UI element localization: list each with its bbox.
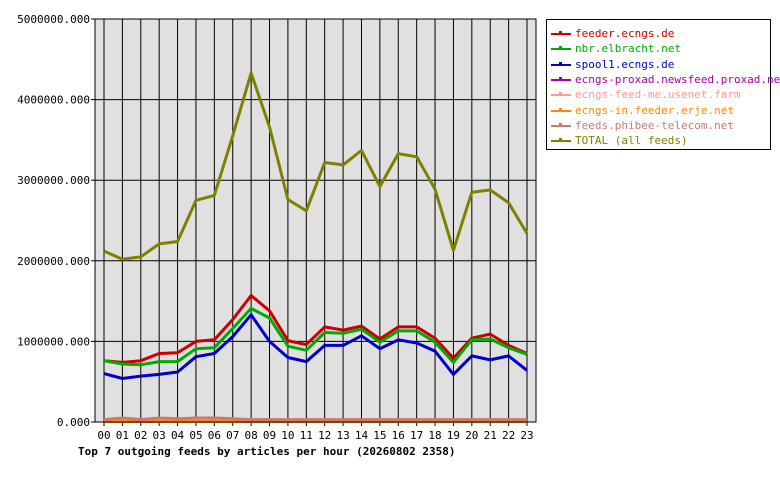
x-tick-label: 09 — [263, 429, 276, 442]
legend-swatch — [551, 31, 571, 35]
x-tick-label: 18 — [428, 429, 441, 442]
series-line-0 — [103, 294, 528, 364]
x-tick-label: 02 — [134, 429, 147, 442]
x-tick-label: 05 — [189, 429, 202, 442]
x-tick-label: 16 — [392, 429, 405, 442]
series-line-7 — [103, 71, 529, 261]
y-tick-labels: 0.000 1000000.000 2000000.000 3000000.000 40… — [17, 13, 90, 429]
legend-swatch — [551, 46, 571, 51]
y-tick-label: 5000000.000 — [17, 13, 90, 26]
y-tick-label: 1000000.000 — [17, 335, 90, 348]
legend-swatch — [551, 122, 571, 127]
legend-label: feeds.phibee-telecom.net — [575, 118, 734, 132]
x-tick-label: 00 — [97, 429, 110, 442]
x-tick-label: 01 — [116, 429, 129, 442]
legend-label: ecngs-feed-me.usenet.farm — [575, 88, 741, 102]
x-tick-label: 21 — [484, 429, 497, 442]
x-tick-label: 22 — [502, 429, 515, 442]
x-tick-label: 07 — [226, 429, 239, 442]
legend-swatch — [551, 92, 571, 97]
x-tick-label: 20 — [465, 429, 478, 442]
x-tick-label: 19 — [447, 429, 460, 442]
x-tick-labels: 00 01 02 03 04 05 06 07 08 09 10 11 12 13 14 15 16 17 18 19… — [97, 429, 533, 442]
legend-label: ecngs-proxad.newsfeed.proxad.net — [575, 72, 780, 86]
legend-label: spool1.ecngs.de — [575, 57, 675, 71]
x-tick-label: 17 — [410, 429, 423, 442]
y-tick-label: 4000000.000 — [17, 94, 90, 107]
y-tick-label: 0.000 — [57, 416, 90, 429]
x-tick-label: 13 — [336, 429, 349, 442]
x-tick-label: 15 — [373, 429, 386, 442]
legend-swatch — [551, 76, 571, 81]
x-tick-label: 08 — [245, 429, 258, 442]
plot-border — [94, 18, 537, 423]
x-tick-label: 10 — [281, 429, 294, 442]
x-tick-label: 12 — [318, 429, 331, 442]
y-tick-label: 2000000.000 — [17, 255, 90, 268]
x-tick-label: 04 — [171, 429, 185, 442]
x-tick-label: 06 — [208, 429, 221, 442]
legend-label: nbr.elbracht.net — [575, 42, 681, 56]
chart-title: Top 7 outgoing feeds by articles per hou… — [78, 445, 456, 458]
legend-label: TOTAL (all feeds) — [575, 134, 688, 148]
series-line-6 — [103, 416, 527, 422]
legend: feeder.ecngs.de nbr.elbracht.net spool1.ec… — [546, 19, 780, 150]
x-tick-label: 23 — [520, 429, 533, 442]
x-tick-label: 14 — [355, 429, 369, 442]
legend-swatch — [551, 107, 571, 112]
legend-swatch — [551, 61, 571, 66]
legend-label: feeder.ecngs.de — [575, 27, 675, 40]
series-line-2 — [103, 313, 528, 380]
series-line-1 — [103, 306, 528, 367]
y-tick-label: 3000000.000 — [17, 174, 90, 187]
legend-label: ecngs-in.feeder.erje.net — [575, 103, 734, 117]
legend-swatch — [551, 138, 571, 143]
x-tick-label: 03 — [153, 429, 166, 442]
x-tick-label: 11 — [300, 429, 313, 442]
